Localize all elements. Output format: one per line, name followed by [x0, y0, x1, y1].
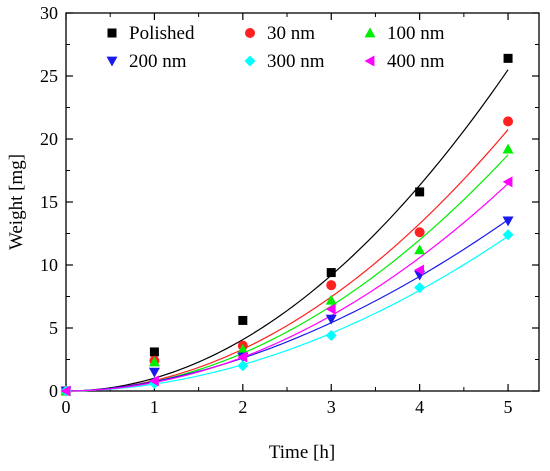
- data-point: [149, 347, 159, 357]
- fit-curve: [65, 154, 509, 392]
- fit-curve: [65, 69, 509, 392]
- legend-marker: [364, 55, 375, 67]
- fit-curve: [65, 235, 509, 392]
- y-tick-label: 5: [49, 318, 58, 338]
- data-point: [325, 294, 337, 305]
- data-point: [238, 315, 248, 325]
- x-tick-label: 3: [327, 397, 336, 417]
- y-tick-label: 20: [40, 129, 58, 149]
- data-point: [326, 280, 337, 291]
- legend-marker: [106, 56, 118, 67]
- data-point: [502, 143, 514, 154]
- data-point: [237, 360, 249, 372]
- data-point: [502, 176, 513, 188]
- legend-label: 30 nm: [267, 23, 315, 44]
- axis-tick-labels: 0 1 2 3 4 5 0 5 10 15 20 25 30: [40, 3, 513, 417]
- data-point: [414, 227, 425, 238]
- data-point: [414, 282, 426, 294]
- x-tick-label: 2: [238, 397, 247, 417]
- data-point: [237, 343, 249, 354]
- fit-curve: [65, 129, 509, 392]
- data-point: [237, 351, 248, 363]
- axis-ticks: [65, 12, 539, 392]
- legend-label: Polished: [129, 23, 195, 44]
- legend-label: 100 nm: [387, 23, 445, 44]
- legend-marker: [364, 27, 376, 38]
- legend-marker: [107, 28, 117, 38]
- x-axis-title: Time [h]: [269, 442, 335, 463]
- data-point: [414, 264, 425, 276]
- legend: Polished 30 nm 100 nm 200 nm 300 nm 400 nm: [106, 23, 445, 72]
- legend-label: 400 nm: [387, 51, 445, 72]
- x-tick-label: 5: [504, 397, 513, 417]
- data-point: [325, 330, 337, 342]
- data-point: [326, 268, 336, 278]
- data-point: [325, 303, 336, 315]
- y-tick-label: 30: [40, 3, 58, 23]
- legend-label: 300 nm: [267, 51, 325, 72]
- data-point: [503, 116, 514, 127]
- data-point: [60, 385, 71, 397]
- data-point: [415, 187, 425, 197]
- x-tick-label: 1: [150, 397, 159, 417]
- fit-curve: [65, 183, 509, 392]
- y-tick-label: 0: [49, 381, 58, 401]
- y-tick-label: 10: [40, 255, 58, 275]
- data-point: [503, 53, 513, 63]
- y-tick-label: 25: [40, 66, 58, 86]
- data-point: [502, 229, 514, 241]
- y-tick-label: 15: [40, 192, 58, 212]
- x-tick-label: 4: [415, 397, 424, 417]
- data-point: [148, 367, 160, 378]
- data-point: [414, 244, 426, 255]
- fit-curves: [65, 69, 509, 392]
- data-point: [148, 356, 160, 367]
- legend-marker: [245, 28, 255, 38]
- x-tick-label: 0: [62, 397, 71, 417]
- data-point: [502, 216, 514, 227]
- data-point: [148, 375, 159, 387]
- fit-curve: [65, 219, 509, 392]
- legend-marker: [244, 55, 256, 67]
- y-axis-title: Weight [mg]: [6, 154, 27, 250]
- legend-label: 200 nm: [129, 51, 187, 72]
- data-points: [60, 53, 514, 397]
- data-point: [325, 314, 337, 325]
